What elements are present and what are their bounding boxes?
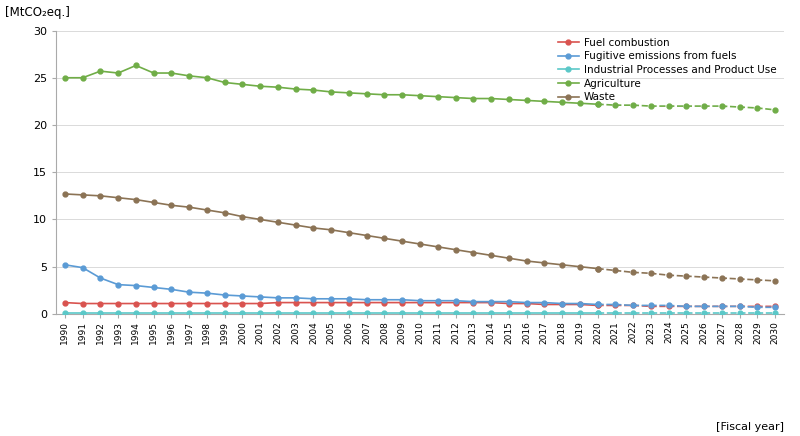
Text: [Fiscal year]: [Fiscal year] [716, 422, 784, 432]
Legend: Fuel combustion, Fugitive emissions from fuels, Industrial Processes and Product: Fuel combustion, Fugitive emissions from… [554, 34, 781, 106]
Text: [MtCO₂eq.]: [MtCO₂eq.] [5, 6, 70, 19]
